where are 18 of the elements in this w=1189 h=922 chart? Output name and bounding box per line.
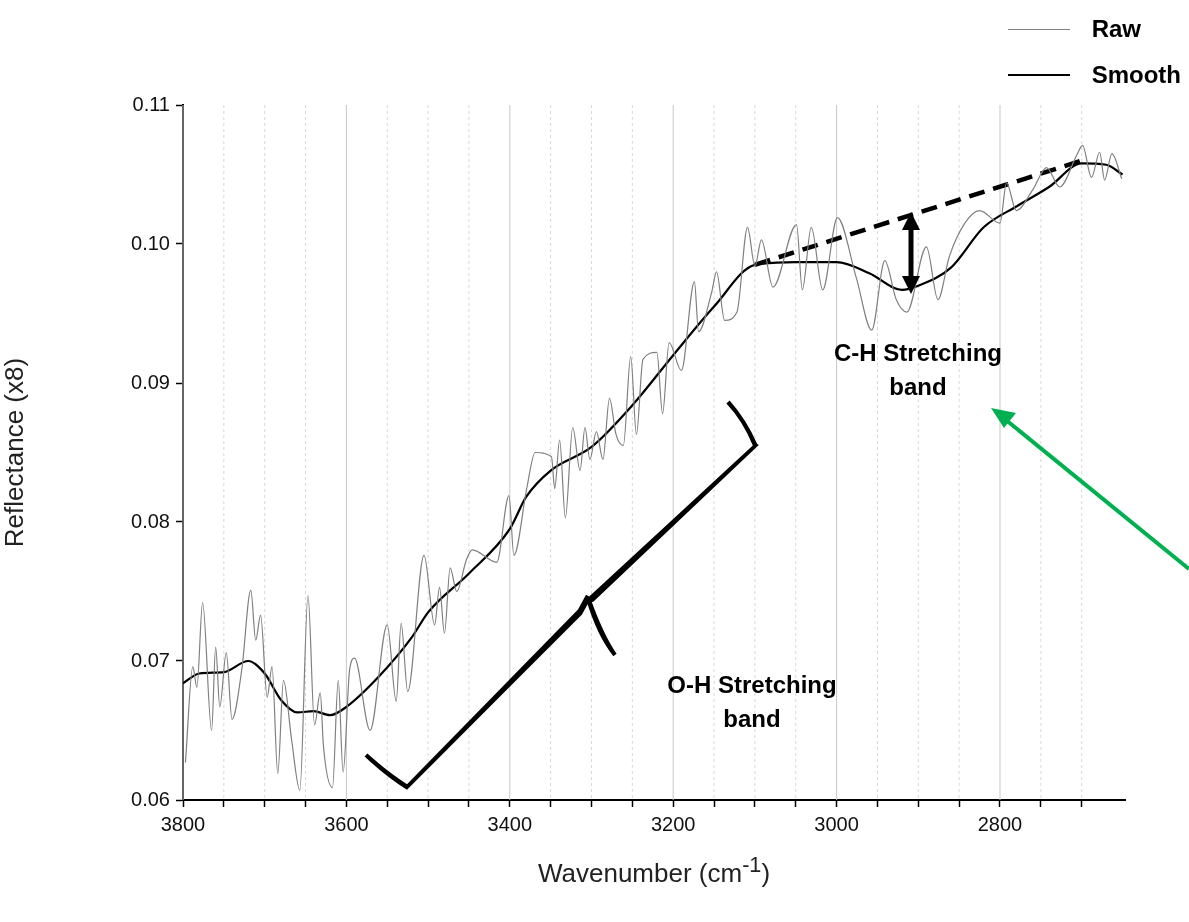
y-tick-label: 0.11 [132, 92, 170, 115]
y-tick-label: 0.10 [131, 231, 170, 254]
annotation: O-H Stretching band [666, 670, 838, 734]
y-tick-label: 0.06 [131, 787, 170, 810]
x-tick-label: 3200 [650, 812, 696, 835]
annotation: C-H Stretching band [833, 338, 1003, 402]
x-tick-label: 3000 [814, 812, 859, 835]
legend-label: Raw [1091, 15, 1142, 43]
x-tick-label: 3400 [487, 812, 533, 835]
x-tick-label: 3800 [160, 812, 206, 835]
y-tick-label: 0.08 [131, 509, 170, 532]
legend-label: Smooth [1091, 61, 1181, 89]
x-tick-label: 3600 [324, 812, 369, 835]
y-tick-label: 0.07 [131, 648, 170, 671]
x-tick-label: 2800 [977, 812, 1023, 835]
y-axis-title: Reflectance (x8) [0, 357, 29, 548]
x-axis-title: Wavenumber (cm$^{-1}$) [536, 852, 772, 889]
y-tick-label: 0.09 [131, 370, 170, 393]
